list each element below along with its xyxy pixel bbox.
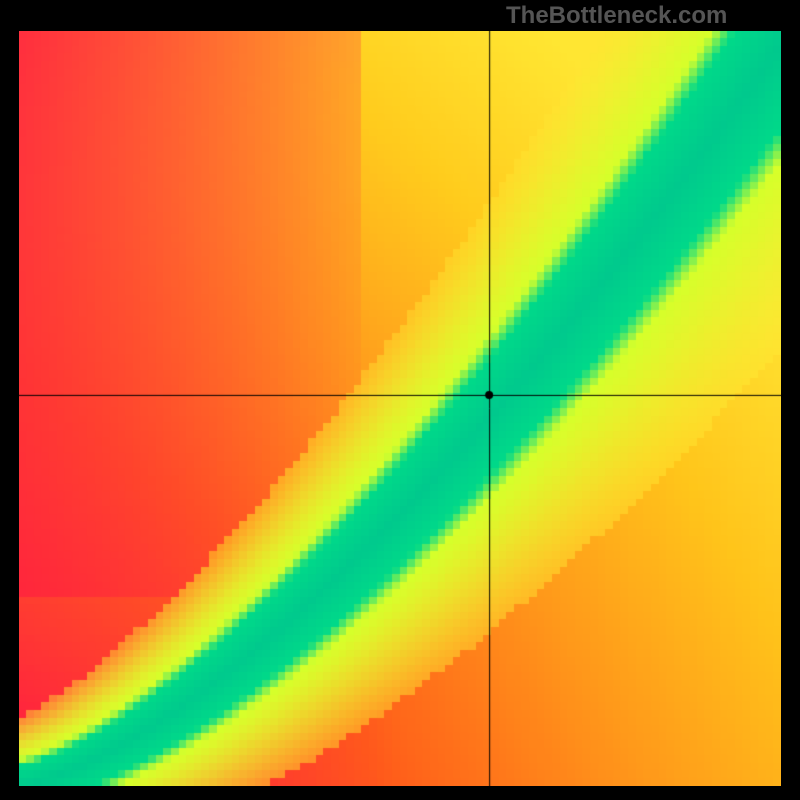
bottleneck-heatmap bbox=[19, 31, 781, 786]
chart-frame: TheBottleneck.com bbox=[0, 0, 800, 800]
watermark-text: TheBottleneck.com bbox=[506, 2, 727, 30]
